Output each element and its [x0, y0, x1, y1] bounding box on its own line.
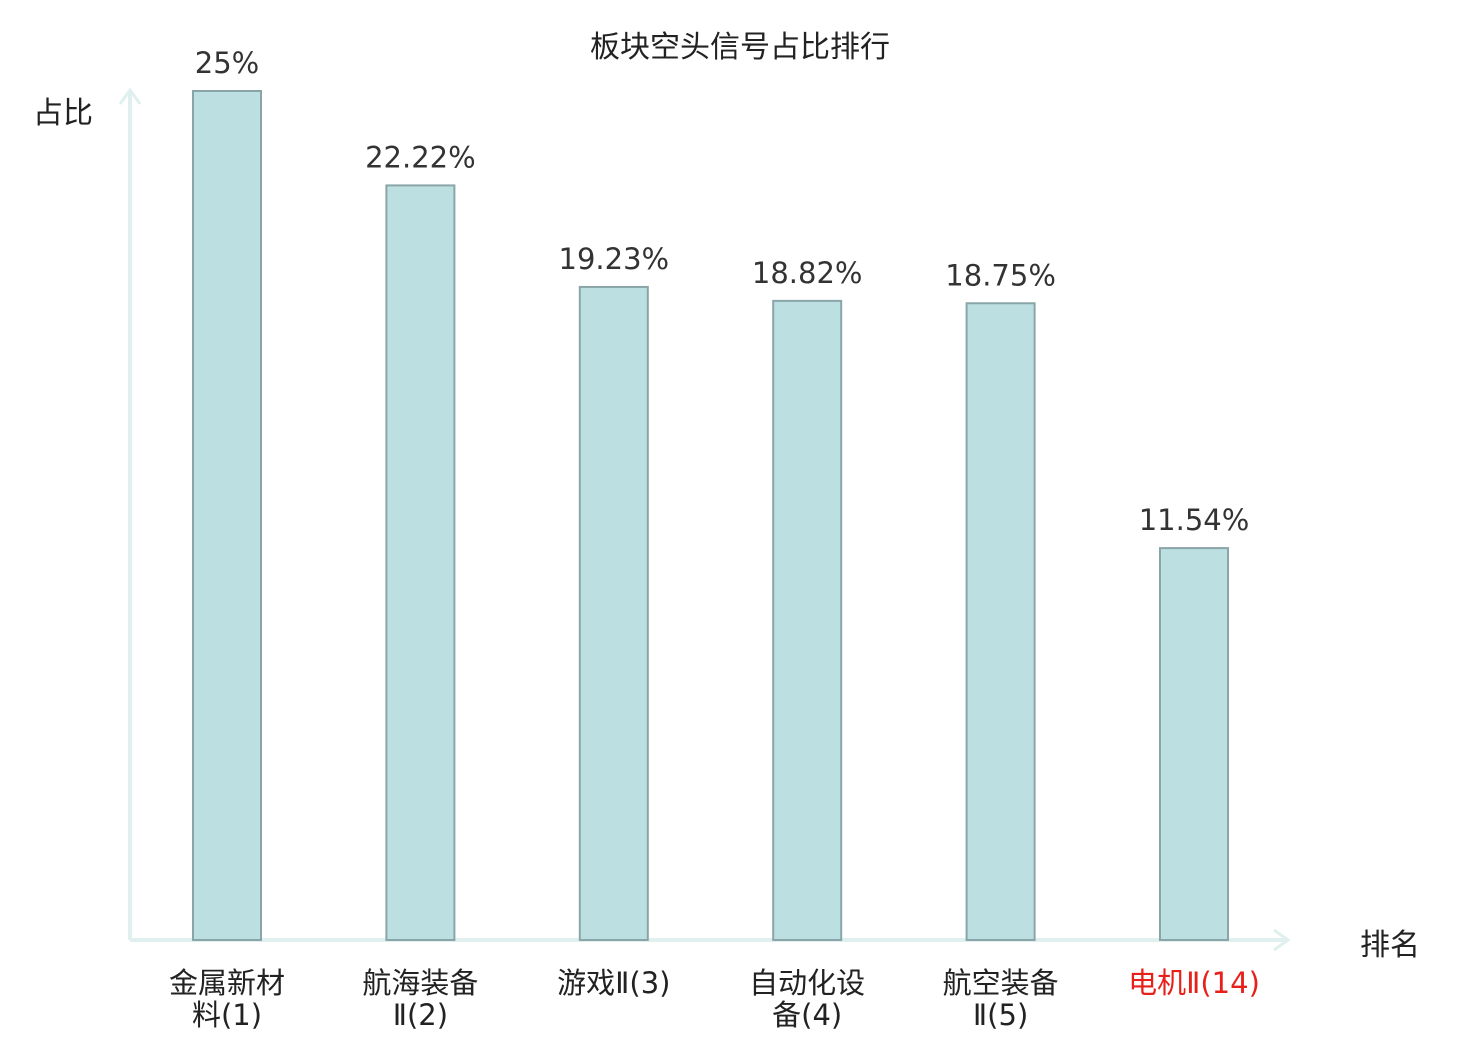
category-label-4: 自动化设 备(4) [712, 967, 902, 1031]
category-label-line2: Ⅱ(5) [972, 998, 1029, 1032]
value-label-1: 25% [195, 46, 259, 80]
category-label-line1: 航空装备 [942, 966, 1059, 1000]
value-label-4: 18.82% [752, 256, 863, 290]
bar-1 [192, 90, 262, 941]
y-axis-arrow [118, 87, 142, 105]
value-label-6: 11.54% [1139, 503, 1250, 537]
category-label-6: 电机Ⅱ(14) [1099, 967, 1289, 999]
chart-title: 板块空头信号占比排行 [590, 30, 890, 65]
category-label-1: 金属新材 料(1) [132, 967, 322, 1031]
value-labels: 25% 22.22% 19.23% 18.82% 18.75% 11.54% [195, 46, 1250, 537]
bars [192, 90, 1229, 942]
axes [118, 87, 1291, 952]
bar-5 [965, 302, 1036, 941]
category-label-line1: 电机Ⅱ(14) [1128, 966, 1260, 1000]
category-label-line2: Ⅱ(2) [392, 998, 449, 1032]
category-label-line1: 金属新材 [168, 966, 285, 1000]
bar-2 [385, 184, 456, 941]
bar-4 [772, 299, 843, 941]
value-label-5: 18.75% [945, 258, 1056, 292]
category-label-3: 游戏Ⅱ(3) [519, 967, 709, 999]
x-axis-label: 排名 [1360, 928, 1420, 963]
category-label-2: 航海装备 Ⅱ(2) [325, 967, 515, 1031]
category-label-line2: 备(4) [772, 998, 843, 1032]
value-label-2: 22.22% [365, 140, 476, 174]
y-axis-label: 占比 [33, 96, 93, 131]
category-label-line1: 航海装备 [362, 966, 479, 1000]
x-axis-arrow [1273, 928, 1291, 952]
category-label-line2: 料(1) [191, 998, 263, 1032]
bar-6 [1159, 547, 1229, 942]
value-label-3: 19.23% [559, 242, 670, 276]
category-label-line1: 自动化设 [749, 966, 866, 1000]
category-label-line1: 游戏Ⅱ(3) [557, 966, 671, 1000]
bar-3 [578, 285, 649, 941]
category-label-5: 航空装备 Ⅱ(5) [906, 967, 1096, 1031]
